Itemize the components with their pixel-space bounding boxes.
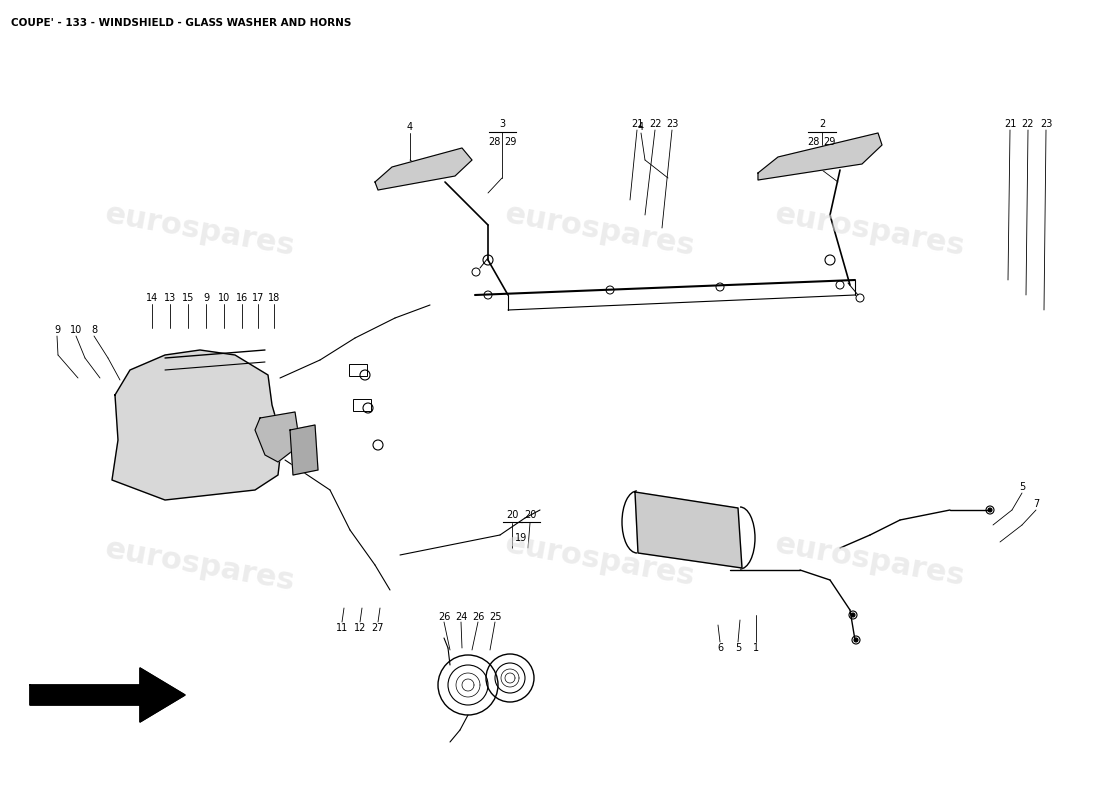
Text: eurospares: eurospares [102, 534, 297, 596]
Text: eurospares: eurospares [772, 529, 967, 591]
Text: 19: 19 [515, 533, 527, 543]
Text: 28: 28 [487, 137, 500, 147]
Polygon shape [112, 350, 282, 500]
Text: 25: 25 [488, 612, 502, 622]
Text: 26: 26 [472, 612, 484, 622]
Text: 10: 10 [218, 293, 230, 303]
Text: 11: 11 [336, 623, 348, 633]
Text: 3: 3 [499, 119, 505, 129]
Circle shape [988, 508, 992, 512]
Circle shape [854, 638, 858, 642]
Text: eurospares: eurospares [102, 199, 297, 261]
Circle shape [851, 613, 855, 617]
Text: 23: 23 [1040, 119, 1053, 129]
Text: 17: 17 [252, 293, 264, 303]
Text: 16: 16 [235, 293, 249, 303]
Text: 23: 23 [666, 119, 679, 129]
Text: 22: 22 [649, 119, 661, 129]
Text: 15: 15 [182, 293, 195, 303]
Text: 12: 12 [354, 623, 366, 633]
Polygon shape [758, 133, 882, 180]
Text: 8: 8 [91, 325, 97, 335]
Text: eurospares: eurospares [772, 199, 967, 261]
Polygon shape [255, 412, 300, 462]
Text: 29: 29 [823, 137, 835, 147]
Polygon shape [635, 492, 742, 568]
Text: 10: 10 [70, 325, 82, 335]
Text: 4: 4 [407, 122, 414, 132]
Text: 5: 5 [1019, 482, 1025, 492]
Text: 29: 29 [504, 137, 516, 147]
Text: 24: 24 [454, 612, 467, 622]
Text: 4: 4 [638, 122, 645, 132]
Text: 20: 20 [506, 510, 518, 520]
Text: 18: 18 [268, 293, 280, 303]
Text: 1: 1 [752, 643, 759, 653]
Text: 2: 2 [818, 119, 825, 129]
Text: 7: 7 [1033, 499, 1039, 509]
Text: 5: 5 [735, 643, 741, 653]
Text: 20: 20 [524, 510, 536, 520]
Polygon shape [375, 148, 472, 190]
Text: eurospares: eurospares [503, 529, 697, 591]
Text: 13: 13 [164, 293, 176, 303]
Text: 14: 14 [146, 293, 158, 303]
Text: eurospares: eurospares [503, 199, 697, 261]
Text: 9: 9 [202, 293, 209, 303]
Text: 21: 21 [630, 119, 644, 129]
Text: 6: 6 [717, 643, 723, 653]
Text: 27: 27 [372, 623, 384, 633]
Text: COUPE' - 133 - WINDSHIELD - GLASS WASHER AND HORNS: COUPE' - 133 - WINDSHIELD - GLASS WASHER… [11, 18, 351, 28]
Polygon shape [30, 668, 185, 722]
Text: 9: 9 [54, 325, 60, 335]
Polygon shape [290, 425, 318, 475]
Text: 22: 22 [1022, 119, 1034, 129]
Text: 28: 28 [806, 137, 820, 147]
Text: 26: 26 [438, 612, 450, 622]
Text: 21: 21 [1004, 119, 1016, 129]
